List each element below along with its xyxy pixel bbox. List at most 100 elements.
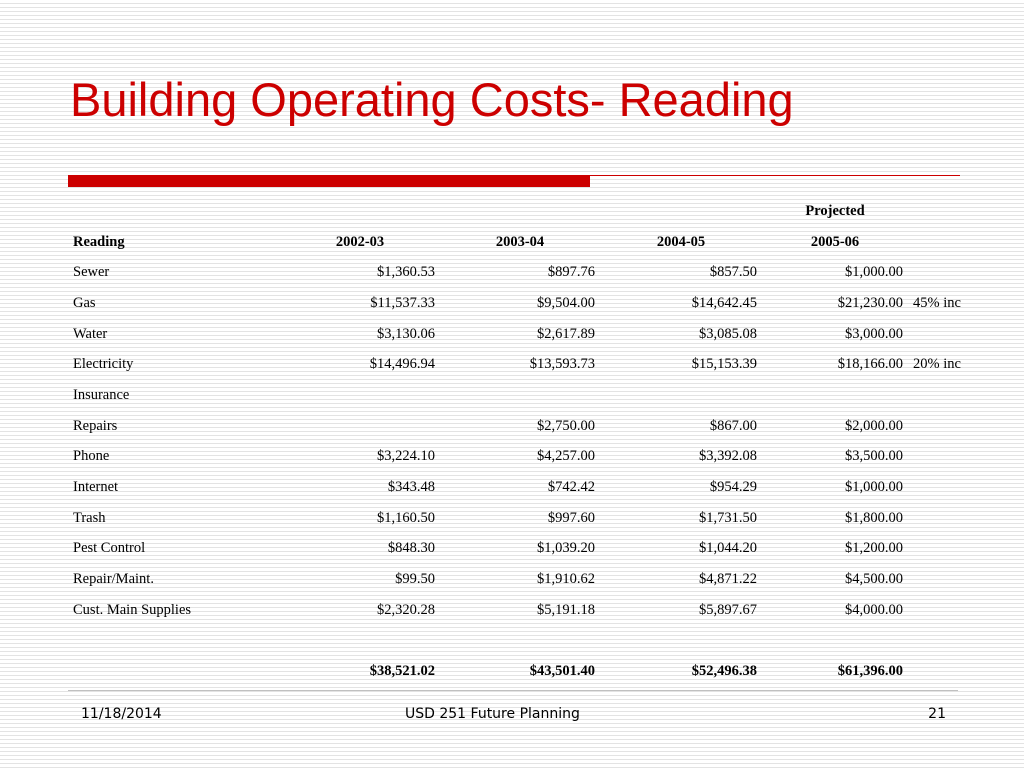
row-name: Phone xyxy=(73,448,110,465)
table-spacer-row xyxy=(68,626,948,657)
row-note xyxy=(908,595,948,626)
column-header-year: 2005-06 xyxy=(810,233,860,250)
total-value: $61,396.00 xyxy=(837,663,903,680)
footer-divider xyxy=(68,690,958,691)
cell-value: $3,085.08 xyxy=(699,325,757,342)
cell-value: $9,504.00 xyxy=(537,294,595,311)
cell-value: $848.30 xyxy=(387,540,435,557)
row-note xyxy=(908,411,948,442)
cell-value: $3,000.00 xyxy=(845,325,903,342)
cell-value: $4,257.00 xyxy=(537,448,595,465)
cell-value: $2,320.28 xyxy=(377,601,435,618)
cell-value: $5,897.67 xyxy=(699,601,757,618)
cell-value: $954.29 xyxy=(709,479,757,496)
slide-title: Building Operating Costs- Reading xyxy=(70,73,794,126)
footer-date: 11/18/2014 xyxy=(81,706,162,722)
projected-label: Projected xyxy=(805,202,865,219)
row-note xyxy=(908,257,948,288)
cell-value: $18,166.00 xyxy=(837,356,903,373)
row-name: Water xyxy=(73,325,108,342)
cell-value: $1,360.53 xyxy=(377,264,435,281)
cell-value: $1,000.00 xyxy=(845,264,903,281)
row-name: Internet xyxy=(73,479,119,496)
cell-value: $3,500.00 xyxy=(845,448,903,465)
cell-value: $11,537.33 xyxy=(370,294,435,311)
total-value: $43,501.40 xyxy=(529,663,595,680)
table-row: Pest Control $848.30 $1,039.20 $1,044.20… xyxy=(68,534,948,565)
table-row: Water $3,130.06 $2,617.89 $3,085.08 $3,0… xyxy=(68,319,948,350)
cell-value: $343.48 xyxy=(387,479,435,496)
operating-costs-table: Projected Reading 2002-03 2003-04 2004-0… xyxy=(68,196,961,687)
title-accent-bar xyxy=(68,175,590,187)
cell-value: $2,750.00 xyxy=(537,417,595,434)
row-note: 20% inc xyxy=(913,356,961,373)
cell-value: $3,224.10 xyxy=(377,448,435,465)
row-note xyxy=(908,503,948,534)
cell-value: $897.76 xyxy=(547,264,595,281)
cell-value: $1,200.00 xyxy=(845,540,903,557)
table-totals-row: $38,521.02 $43,501.40 $52,496.38 $61,396… xyxy=(68,656,948,687)
row-name: Insurance xyxy=(73,386,130,403)
table-row: Internet $343.48 $742.42 $954.29 $1,000.… xyxy=(68,472,948,503)
cell-value xyxy=(280,380,440,411)
cell-value xyxy=(280,411,440,442)
column-header-year: 2003-04 xyxy=(495,233,545,250)
cell-value: $1,000.00 xyxy=(845,479,903,496)
cell-value: $4,000.00 xyxy=(845,601,903,618)
table-row: Electricity $14,496.94 $13,593.73 $15,15… xyxy=(68,349,961,380)
column-header-year: 2002-03 xyxy=(335,233,385,250)
column-header-year: 2004-05 xyxy=(656,233,706,250)
row-name: Pest Control xyxy=(73,540,146,557)
cell-value: $867.00 xyxy=(709,417,757,434)
cell-value: $4,871.22 xyxy=(699,571,757,588)
cell-value: $1,039.20 xyxy=(537,540,595,557)
cell-value: $99.50 xyxy=(395,571,435,588)
cell-value: $3,130.06 xyxy=(377,325,435,342)
row-name: Cust. Main Supplies xyxy=(73,601,192,618)
cell-value: $3,392.08 xyxy=(699,448,757,465)
slide-number: 21 xyxy=(928,706,946,722)
cell-value: $15,153.39 xyxy=(691,356,757,373)
cell-value: $13,593.73 xyxy=(529,356,595,373)
cell-value: $4,500.00 xyxy=(845,571,903,588)
table-row: Sewer $1,360.53 $897.76 $857.50 $1,000.0… xyxy=(68,257,948,288)
table-row: Repairs $2,750.00 $867.00 $2,000.00 xyxy=(68,411,948,442)
cell-value: $21,230.00 xyxy=(837,294,903,311)
column-header-label: Reading xyxy=(73,233,125,250)
cell-value: $1,800.00 xyxy=(845,509,903,526)
cell-value: $1,160.50 xyxy=(377,509,435,526)
row-name: Repair/Maint. xyxy=(73,571,154,588)
table-row: Repair/Maint. $99.50 $1,910.62 $4,871.22… xyxy=(68,564,948,595)
total-value: $52,496.38 xyxy=(691,663,757,680)
row-note xyxy=(908,442,948,473)
total-value: $38,521.02 xyxy=(369,663,435,680)
table-row: Phone $3,224.10 $4,257.00 $3,392.08 $3,5… xyxy=(68,442,948,473)
row-name: Sewer xyxy=(73,264,110,281)
cell-value: $1,910.62 xyxy=(537,571,595,588)
row-note: 45% inc xyxy=(913,294,961,311)
row-note xyxy=(908,319,948,350)
cell-value: $2,617.89 xyxy=(537,325,595,342)
table-row: Gas $11,537.33 $9,504.00 $14,642.45 $21,… xyxy=(68,288,961,319)
row-note xyxy=(908,534,948,565)
footer-title: USD 251 Future Planning xyxy=(405,706,580,722)
cell-value: $997.60 xyxy=(547,509,595,526)
row-note xyxy=(908,380,948,411)
table-row: Cust. Main Supplies $2,320.28 $5,191.18 … xyxy=(68,595,948,626)
cell-value: $2,000.00 xyxy=(845,417,903,434)
cell-value: $1,044.20 xyxy=(699,540,757,557)
row-note xyxy=(908,564,948,595)
cell-value: $742.42 xyxy=(547,479,595,496)
cell-value: $857.50 xyxy=(709,264,757,281)
cell-value xyxy=(440,380,600,411)
cell-value: $5,191.18 xyxy=(537,601,595,618)
cell-value: $14,496.94 xyxy=(369,356,435,373)
row-note xyxy=(908,472,948,503)
cell-value xyxy=(762,380,908,411)
title-accent-line xyxy=(590,175,960,176)
row-name: Gas xyxy=(73,294,96,311)
table-header-row: Reading 2002-03 2003-04 2004-05 2005-06 xyxy=(68,227,948,258)
cell-value: $14,642.45 xyxy=(691,294,757,311)
row-name: Repairs xyxy=(73,417,118,434)
row-name: Electricity xyxy=(73,356,134,373)
